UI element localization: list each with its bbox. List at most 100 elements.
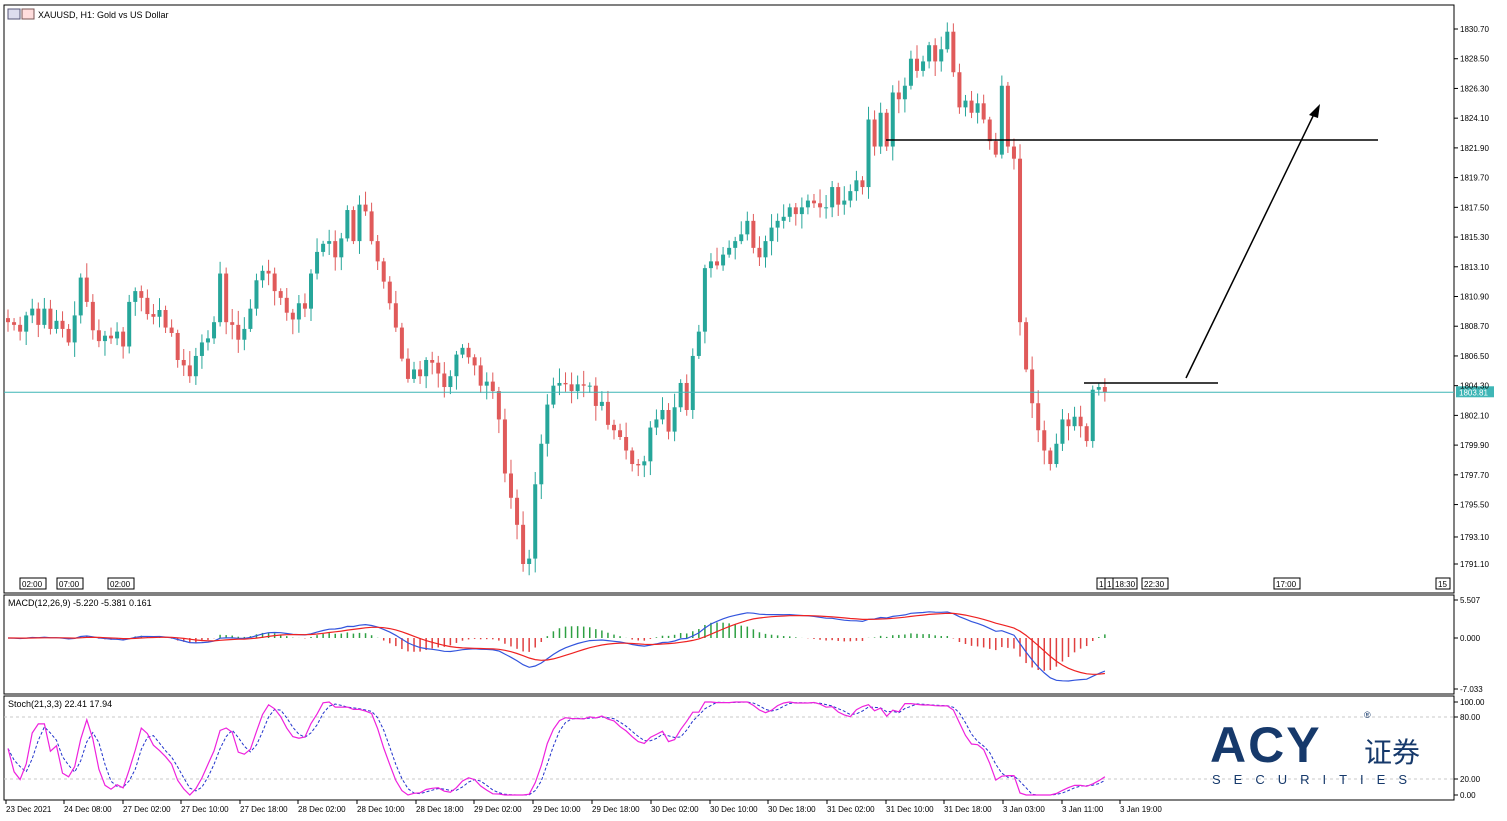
candle-body	[315, 251, 320, 274]
price-tick-label: 1819.70	[1460, 174, 1489, 183]
candle-body	[18, 324, 23, 332]
candle-body	[872, 119, 877, 147]
price-tick-label: 1804.30	[1460, 382, 1489, 391]
stoch-tick-label: 20.00	[1460, 775, 1481, 784]
candle-body	[805, 200, 810, 208]
candle-body	[430, 359, 435, 363]
candle-body	[999, 85, 1004, 155]
candle-body	[1060, 419, 1065, 444]
time-tick-label: 29 Dec 18:00	[592, 805, 640, 814]
candle-body	[321, 243, 326, 252]
acy-logo: ACY ® 证券 SECURITIES	[1210, 710, 1420, 787]
candle-body	[884, 112, 889, 147]
price-tick-label: 1810.90	[1460, 293, 1489, 302]
candle-body	[327, 241, 332, 244]
candle-body	[393, 303, 398, 328]
candle-body	[236, 324, 241, 340]
macd-pane-frame	[3, 594, 1455, 695]
candle-body	[272, 273, 277, 292]
candle-body	[84, 277, 89, 302]
candle-body	[145, 297, 150, 315]
candle-body	[902, 85, 907, 100]
candle-body	[605, 401, 610, 425]
candle-body	[915, 58, 919, 71]
symbol-icon	[7, 8, 21, 20]
candle-body	[539, 443, 544, 485]
candle-body	[248, 308, 253, 329]
candle-body	[218, 273, 223, 323]
candle-body	[266, 270, 271, 274]
period-marker-label: 02:00	[22, 580, 43, 589]
time-axis: 23 Dec 2021 24 Dec 08:00 27 Dec 02:00 27 De…	[5, 800, 1162, 814]
candle-body	[830, 187, 835, 208]
price-tick-label: 1791.10	[1460, 560, 1489, 569]
time-tick-label: 3 Jan 03:00	[1003, 805, 1045, 814]
candle-body	[302, 303, 307, 309]
candle-body	[818, 203, 823, 208]
time-tick-label: 28 Dec 10:00	[357, 805, 405, 814]
candle-body	[242, 328, 247, 340]
candle-body	[842, 200, 847, 205]
current-price-label: 1803.81	[1459, 388, 1488, 397]
candle-body	[363, 204, 368, 212]
macd-tick-label: 0.000	[1460, 634, 1481, 643]
time-tick-label: 24 Dec 08:00	[64, 805, 112, 814]
candle-body	[987, 119, 992, 142]
time-tick-label: 31 Dec 18:00	[944, 805, 992, 814]
period-marker-box	[56, 577, 84, 590]
candle-body	[527, 558, 532, 564]
candle-body	[1078, 416, 1083, 427]
candle-body	[399, 327, 404, 359]
candle-body	[381, 261, 386, 282]
candle-body	[187, 365, 192, 377]
candle-body	[290, 312, 295, 320]
macd-tick-label: 5.507	[1460, 596, 1481, 605]
price-tick-label: 1802.10	[1460, 411, 1489, 420]
candle-body	[721, 254, 726, 266]
period-marker-label: 15	[1438, 580, 1447, 589]
time-tick-label: 31 Dec 10:00	[886, 805, 934, 814]
candle-body	[630, 450, 635, 465]
candle-body	[478, 365, 483, 386]
candle-body	[90, 301, 95, 331]
candle-body	[1072, 416, 1077, 427]
candle-body	[715, 261, 720, 266]
candle-body	[333, 241, 338, 258]
time-tick-label: 30 Dec 10:00	[710, 805, 758, 814]
projection-arrow-head	[1309, 104, 1320, 118]
candle-body	[775, 220, 780, 228]
stoch-main-line	[7, 701, 1106, 796]
time-tick-label: 27 Dec 18:00	[240, 805, 288, 814]
period-marker-box	[19, 577, 47, 590]
candle-body	[1036, 403, 1041, 431]
price-tick-label: 1830.70	[1460, 25, 1489, 34]
price-tick-label: 1817.50	[1460, 203, 1489, 212]
candle-body	[460, 347, 465, 355]
symbol-icon-2	[21, 8, 35, 20]
candle-body	[939, 49, 944, 62]
candle-body	[933, 45, 938, 62]
period-marker-box	[1112, 577, 1138, 590]
candle-body	[612, 424, 616, 431]
stoch-tick-label: 80.00	[1460, 713, 1481, 722]
projection-arrow-line	[1185, 109, 1317, 379]
title-block: XAUUSD, H1: Gold vs US Dollar	[7, 8, 169, 20]
time-tick-label: 23 Dec 2021	[6, 805, 52, 814]
candle-body	[424, 359, 429, 377]
macd-layer: 5.507 0.000 -7.033	[7, 596, 1483, 694]
candle-body	[945, 31, 950, 50]
candle-body	[751, 220, 756, 248]
candle-body	[284, 297, 289, 313]
period-marker-label: 22:30	[1144, 580, 1165, 589]
candle-body	[496, 391, 501, 420]
candle-body	[357, 204, 362, 242]
candle-body	[1048, 450, 1053, 465]
candle-body	[696, 331, 701, 356]
candle-body	[502, 419, 507, 474]
candle-body	[957, 72, 962, 108]
candle-body	[642, 461, 647, 466]
candle-body	[1090, 389, 1095, 442]
candle-body	[1024, 322, 1029, 370]
candle-body	[769, 227, 774, 242]
period-marker-label: 07:00	[59, 580, 80, 589]
